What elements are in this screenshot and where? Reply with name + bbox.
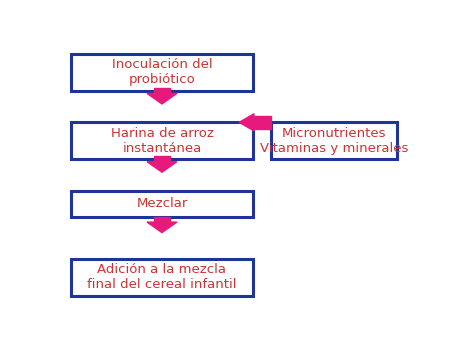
Polygon shape bbox=[254, 116, 271, 129]
FancyBboxPatch shape bbox=[71, 54, 253, 91]
FancyBboxPatch shape bbox=[71, 191, 253, 217]
Polygon shape bbox=[147, 162, 177, 172]
FancyBboxPatch shape bbox=[71, 259, 253, 296]
Polygon shape bbox=[147, 93, 177, 104]
Text: Adición a la mezcla
final del cereal infantil: Adición a la mezcla final del cereal inf… bbox=[87, 263, 237, 291]
FancyBboxPatch shape bbox=[271, 122, 397, 159]
Text: Mezclar: Mezclar bbox=[136, 197, 188, 210]
Polygon shape bbox=[154, 217, 170, 222]
Polygon shape bbox=[147, 222, 177, 233]
Polygon shape bbox=[239, 114, 254, 131]
Text: Harina de arroz
instantánea: Harina de arroz instantánea bbox=[111, 127, 213, 155]
Text: Micronutrientes
Vitaminas y minerales: Micronutrientes Vitaminas y minerales bbox=[260, 127, 408, 155]
FancyBboxPatch shape bbox=[71, 122, 253, 159]
Polygon shape bbox=[154, 157, 170, 162]
Text: Inoculación del
probiótico: Inoculación del probiótico bbox=[111, 58, 212, 86]
Polygon shape bbox=[154, 88, 170, 93]
